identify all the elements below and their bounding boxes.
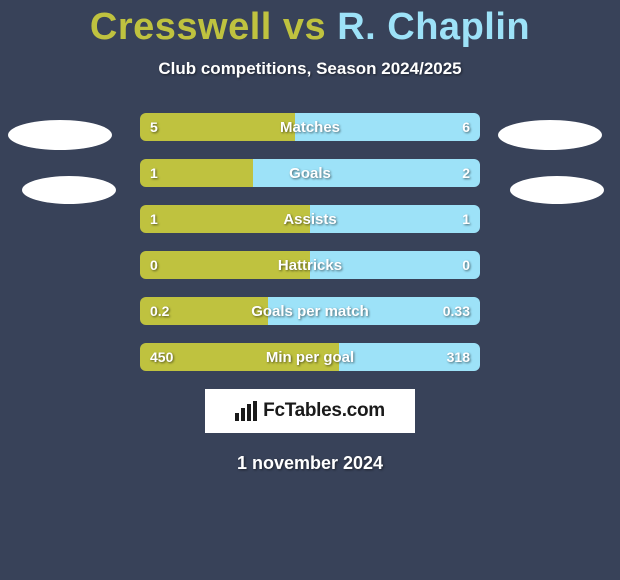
decorative-ellipse [22,176,116,204]
stat-bar-right-fill [268,297,480,325]
stat-bar-left-fill [140,251,310,279]
comparison-bars: 56Matches 12Goals 11Assists 00Hattricks 0.20… [140,113,480,371]
stat-bar-left-fill [140,343,339,371]
stat-bar-row: 450318Min per goal [140,343,480,371]
competition-subtitle: Club competitions, Season 2024/2025 [0,59,620,79]
stat-bar-row: 11Assists [140,205,480,233]
stat-bar-row: 0.20.33Goals per match [140,297,480,325]
vs-text: vs [272,6,337,48]
stat-bar-left-fill [140,113,295,141]
brand-bars-icon [235,401,257,421]
stat-bar-row: 12Goals [140,159,480,187]
decorative-ellipse [8,120,112,150]
stat-bar-left-fill [140,159,253,187]
brand-plate: FcTables.com [205,389,415,433]
stat-bar-row: 00Hattricks [140,251,480,279]
stat-bar-row: 56Matches [140,113,480,141]
snapshot-date: 1 november 2024 [0,453,620,474]
stat-bar-right-fill [339,343,480,371]
decorative-ellipse [510,176,604,204]
stat-bar-right-fill [310,251,480,279]
stat-bar-left-fill [140,297,268,325]
stat-bar-right-fill [310,205,480,233]
stat-bar-right-fill [295,113,480,141]
stat-bar-left-fill [140,205,310,233]
player2-name: R. Chaplin [337,6,530,48]
player1-name: Cresswell [90,6,272,48]
comparison-title: Cresswell vs R. Chaplin [0,0,620,49]
decorative-ellipse [498,120,602,150]
stat-bar-right-fill [253,159,480,187]
brand-text: FcTables.com [263,400,385,422]
